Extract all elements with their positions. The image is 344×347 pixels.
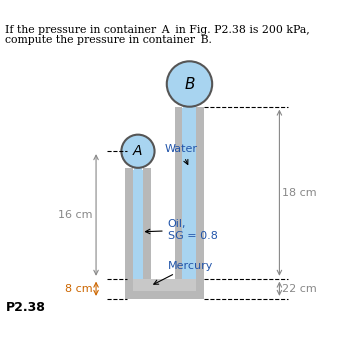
Text: P2.38: P2.38	[6, 301, 46, 314]
Text: B: B	[184, 76, 195, 92]
Bar	[183, 109, 196, 279]
Circle shape	[167, 61, 212, 107]
Text: Oil,
SG = 0.8: Oil, SG = 0.8	[146, 219, 217, 241]
Bar	[133, 281, 196, 291]
Bar	[133, 279, 196, 291]
Text: Mercury: Mercury	[154, 261, 213, 284]
Bar	[183, 279, 196, 291]
Text: 16 cm: 16 cm	[58, 210, 93, 220]
Bar	[125, 289, 204, 299]
Bar	[183, 94, 196, 291]
Bar	[133, 279, 143, 291]
Text: 8 cm: 8 cm	[65, 284, 93, 294]
Text: compute the pressure in container  B.: compute the pressure in container B.	[5, 35, 212, 45]
Circle shape	[121, 135, 154, 168]
Bar	[175, 107, 204, 299]
Bar	[133, 170, 143, 279]
Text: If the pressure in container  A  in Fig. P2.38 is 200 kPa,: If the pressure in container A in Fig. P…	[5, 25, 310, 35]
Bar	[133, 166, 142, 175]
Text: 22 cm: 22 cm	[282, 284, 317, 294]
Bar	[183, 105, 196, 114]
Text: 18 cm: 18 cm	[282, 188, 317, 198]
Bar	[133, 155, 143, 291]
Text: Water: Water	[164, 144, 197, 164]
Text: A: A	[133, 144, 143, 158]
Bar	[125, 168, 151, 299]
